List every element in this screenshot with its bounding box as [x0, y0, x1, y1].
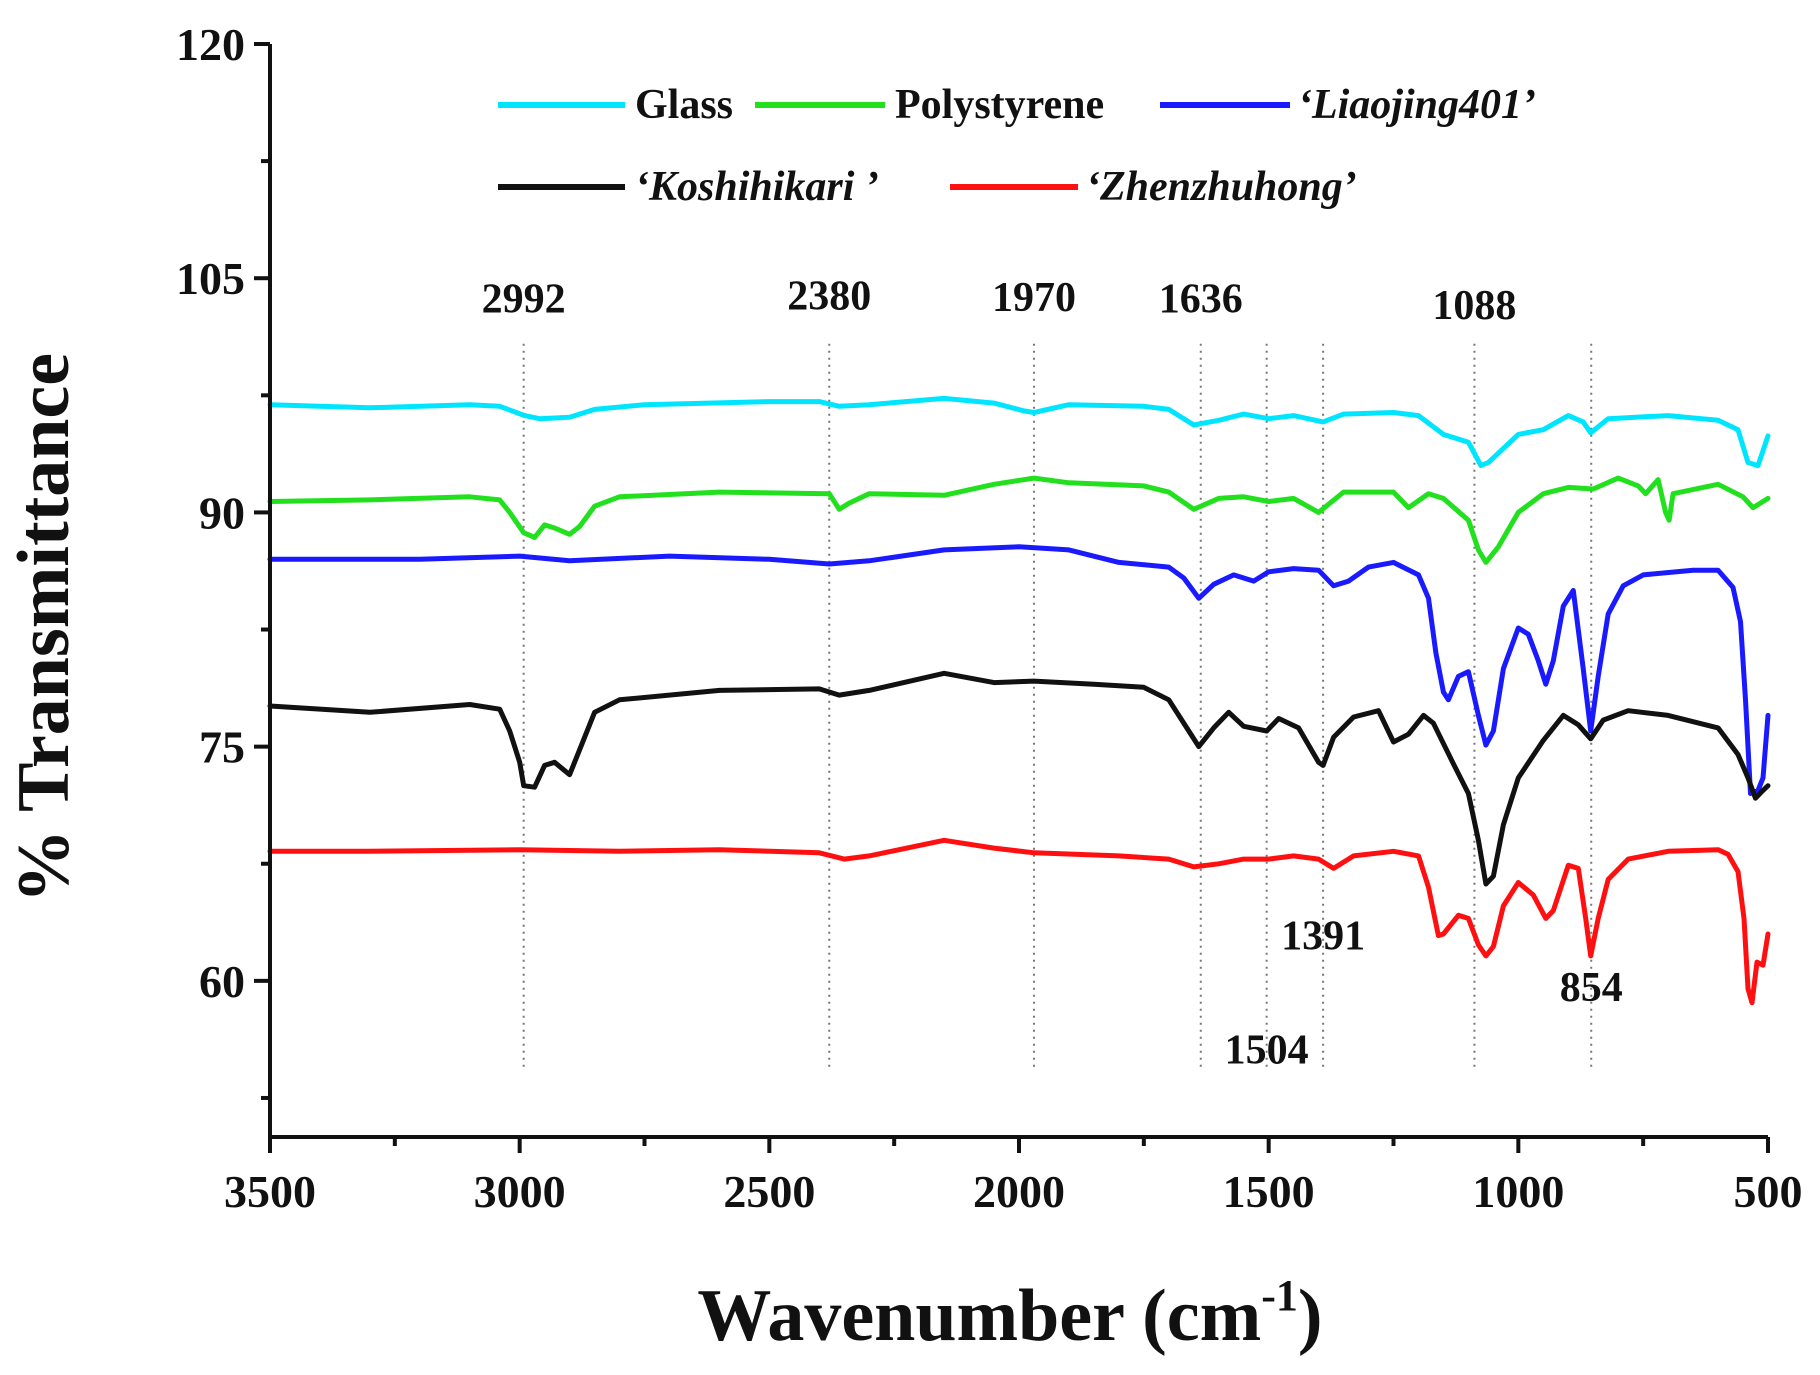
axes: 3500 3000 2500 2000 1500 1000 500 60 75 90 105 120	[176, 19, 1803, 1217]
y-axis-title: % Transmittance	[3, 353, 85, 903]
peak-label-1504: 1504	[1225, 1028, 1309, 1074]
peak-label-1088: 1088	[1432, 283, 1516, 329]
x-tick-label-2500: 2500	[723, 1166, 815, 1217]
legend-label-0: Glass	[635, 82, 733, 128]
x-tick-label-1000: 1000	[1472, 1166, 1564, 1217]
x-axis-title-sup: -1	[1261, 1271, 1298, 1320]
legend-label-4: ‘Zhenzhuhong’	[1086, 164, 1357, 210]
x-tick-label-3000: 3000	[474, 1166, 566, 1217]
legend-label-3: ‘Koshihikari ’	[635, 164, 879, 210]
peak-lines	[522, 343, 1593, 1070]
legend: Glass Polystyrene ‘Liaojing401’ ‘Koshihikar…	[498, 82, 1536, 210]
x-tick-label-1500: 1500	[1223, 1166, 1315, 1217]
x-tick-label-500: 500	[1734, 1166, 1803, 1217]
peak-label-1391: 1391	[1281, 914, 1365, 960]
legend-label-1: Polystyrene	[895, 82, 1104, 128]
x-tick-label-3500: 3500	[224, 1166, 316, 1217]
peak-label-2992: 2992	[482, 277, 566, 323]
peak-annotations: 2992 2380 1970 1636 1088 1391 854 1504	[482, 273, 1623, 1073]
peak-label-854: 854	[1560, 965, 1623, 1011]
x-axis-title: Wavenumber (cm-1)	[697, 1271, 1322, 1357]
y-tick-label-60: 60	[199, 956, 245, 1007]
series-line-2	[267, 544, 1771, 796]
x-axis-title-main: Wavenumber (cm	[697, 1275, 1261, 1357]
y-tick-label-105: 105	[176, 253, 245, 304]
series-line-4	[267, 837, 1771, 1006]
series-line-1	[267, 475, 1771, 565]
series-line-3	[267, 670, 1771, 887]
x-tick-label-2000: 2000	[973, 1166, 1065, 1217]
peak-label-2380: 2380	[787, 273, 871, 319]
series-layer	[267, 395, 1771, 1006]
legend-label-2: ‘Liaojing401’	[1298, 82, 1536, 128]
y-tick-label-75: 75	[199, 722, 245, 773]
y-tick-label-120: 120	[176, 19, 245, 70]
x-axis-title-close: )	[1298, 1275, 1323, 1357]
peak-label-1636: 1636	[1159, 277, 1243, 323]
y-tick-label-90: 90	[199, 487, 245, 538]
series-line-0	[267, 395, 1771, 469]
peak-label-1970: 1970	[992, 275, 1076, 321]
